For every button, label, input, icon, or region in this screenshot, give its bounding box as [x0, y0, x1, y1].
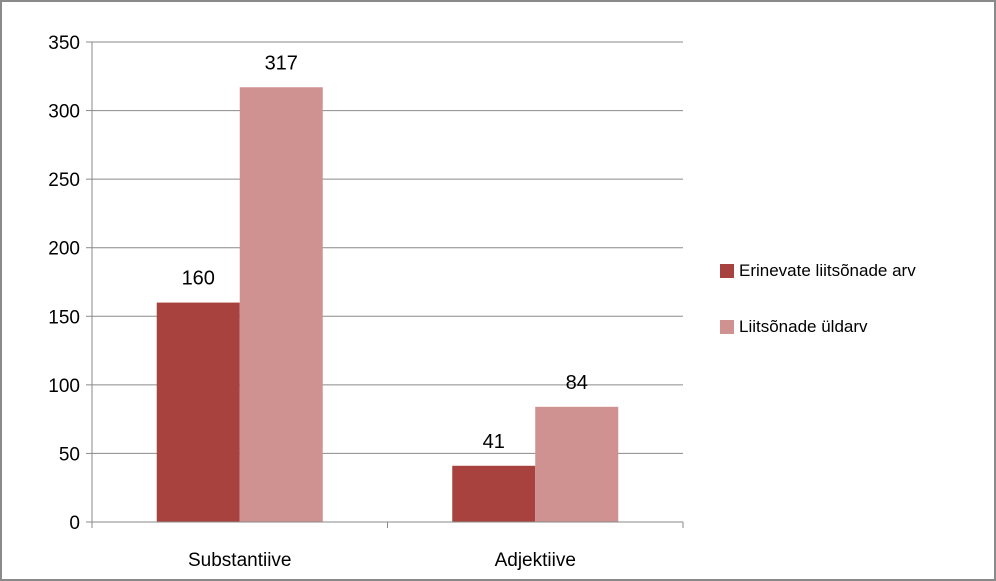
- y-tick-label: 0: [69, 513, 80, 534]
- bar: [535, 406, 619, 522]
- y-tick-label: 250: [48, 170, 80, 191]
- y-tick-label: 300: [48, 102, 80, 123]
- legend: Erinevate liitsõnade arv Liitsõnade ülda…: [720, 260, 916, 372]
- data-label: 317: [265, 52, 298, 74]
- y-tick-label: 150: [48, 307, 80, 328]
- legend-item: Liitsõnade üldarv: [720, 316, 916, 338]
- bar: [156, 302, 240, 522]
- axes: [86, 41, 684, 528]
- y-tick-label: 100: [48, 376, 80, 397]
- bar: [239, 87, 323, 522]
- legend-item: Erinevate liitsõnade arv: [720, 260, 916, 282]
- legend-swatch: [720, 264, 734, 278]
- y-tick-label: 50: [59, 444, 80, 465]
- y-tick-label: 200: [48, 239, 80, 260]
- bar: [452, 465, 536, 522]
- data-label: 41: [483, 431, 505, 453]
- data-label: 160: [182, 268, 215, 290]
- bars: [156, 87, 619, 522]
- x-tick-label: Substantiive: [188, 550, 292, 571]
- legend-label: Liitsõnade üldarv: [739, 317, 868, 336]
- labels: 0 50 100 150 200 250 300 350 160 317 Substantiive 4…: [48, 33, 588, 571]
- legend-label: Erinevate liitsõnade arv: [739, 261, 916, 280]
- x-tick-label: Adjektiive: [495, 550, 576, 571]
- legend-swatch: [720, 320, 734, 334]
- data-label: 84: [566, 372, 588, 394]
- y-tick-label: 350: [48, 33, 80, 54]
